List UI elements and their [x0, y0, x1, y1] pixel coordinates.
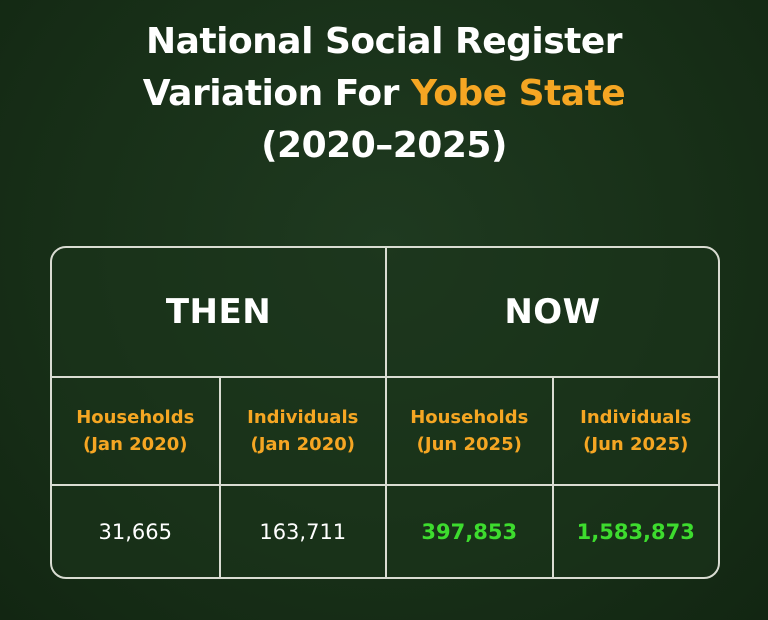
column-label: Individuals: [247, 407, 359, 428]
column-period: (Jun 2025): [416, 434, 522, 455]
state-name: Yobe State: [410, 73, 626, 114]
title-line-2: Variation For Yobe State: [0, 68, 768, 120]
column-label: Households: [76, 407, 195, 428]
households-2020-value: 31,665: [98, 519, 172, 544]
column-header: Individuals (Jan 2020): [218, 378, 386, 484]
then-header: THEN: [165, 292, 272, 332]
table-values-row: 31,665 163,711 397,853 1,583,873: [52, 486, 718, 577]
column-header: Households (Jun 2025): [385, 378, 552, 484]
page-title: National Social Register Variation For Y…: [0, 16, 768, 172]
column-label: Households: [410, 407, 529, 428]
now-header: NOW: [385, 248, 718, 376]
title-line-2-prefix: Variation For: [142, 73, 411, 114]
individuals-2020-value: 163,711: [218, 486, 386, 577]
title-line-3: (2020–2025): [261, 125, 507, 166]
column-period: (Jan 2020): [250, 434, 355, 455]
title-line-1: National Social Register: [145, 21, 623, 62]
column-label: Individuals: [580, 407, 692, 428]
column-period: (Jan 2020): [83, 434, 188, 455]
table-header-row: THEN NOW: [52, 248, 718, 378]
households-2025-value: 397,853: [385, 486, 552, 577]
column-header: Households (Jan 2020): [52, 378, 219, 484]
column-header: Individuals (Jun 2025): [551, 378, 719, 484]
comparison-table: THEN NOW Households (Jan 2020) Individua…: [50, 246, 720, 579]
column-period: (Jun 2025): [583, 434, 689, 455]
table-subheader-row: Households (Jan 2020) Individuals (Jan 2…: [52, 378, 718, 486]
individuals-2025-value: 1,583,873: [551, 486, 719, 577]
